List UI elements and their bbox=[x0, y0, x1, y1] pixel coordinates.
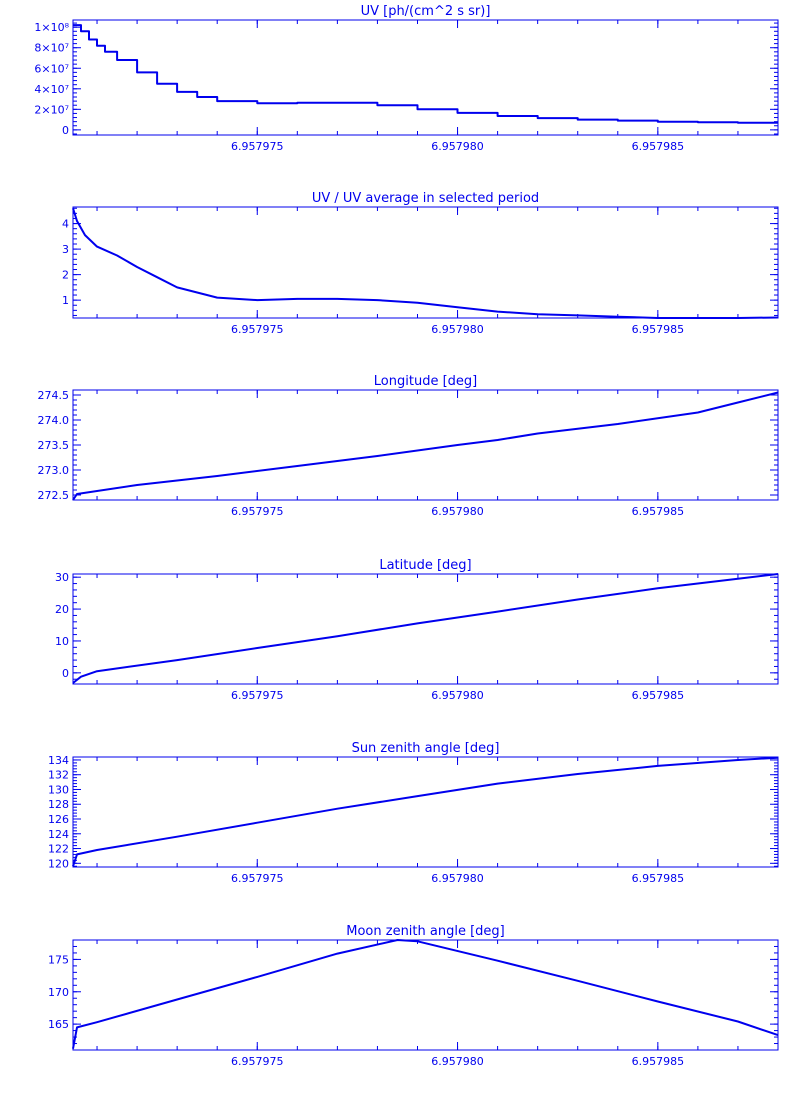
plot-frame bbox=[72, 19, 779, 136]
plot-frame bbox=[72, 756, 779, 868]
x-tick-label: 6.957980 bbox=[431, 1055, 484, 1068]
plot-frame bbox=[72, 939, 779, 1051]
chart-panel-2: UV / UV average in selected period 6.9579… bbox=[62, 191, 779, 336]
plot-frame bbox=[72, 389, 779, 501]
x-tick-label: 6.957975 bbox=[231, 872, 284, 885]
x-tick-label: 6.957980 bbox=[431, 872, 484, 885]
y-tick-label: 10 bbox=[55, 635, 69, 648]
y-tick-label: 30 bbox=[55, 571, 69, 584]
chart-panel-3: Longitude [deg] 6.957975 6.957980 6.957985 2… bbox=[38, 374, 779, 518]
x-tick-label: 6.957985 bbox=[632, 140, 685, 153]
x-tick-label: 6.957985 bbox=[632, 689, 685, 702]
chart-panel-4: Latitude [deg] 6.957975 6.957980 6.957985 0 1… bbox=[55, 558, 779, 702]
y-tick-label: 128 bbox=[48, 798, 69, 811]
series-line bbox=[72, 391, 779, 501]
y-tick-label: 1 bbox=[62, 294, 69, 307]
y-tick-label: 274.0 bbox=[38, 414, 70, 427]
panel-title: Latitude [deg] bbox=[379, 558, 471, 573]
y-tick-label: 272.5 bbox=[38, 489, 70, 502]
chart-panel-1: UV [ph/(cm^2 s sr)] 6.957975 6.957980 6.957… bbox=[34, 4, 779, 153]
series-line bbox=[72, 573, 779, 684]
y-tick-label: 134 bbox=[48, 754, 69, 767]
y-tick-label: 20 bbox=[55, 603, 69, 616]
x-tick-label: 6.957985 bbox=[632, 323, 685, 336]
x-tick-label: 6.957975 bbox=[231, 505, 284, 518]
y-tick-label: 0 bbox=[62, 124, 69, 137]
plot-frame bbox=[72, 206, 779, 319]
plot-frame bbox=[72, 573, 779, 685]
panel-title: Moon zenith angle [deg] bbox=[346, 924, 504, 939]
y-tick-label: 8×10⁷ bbox=[34, 42, 69, 55]
y-tick-label: 2 bbox=[62, 269, 69, 282]
y-tick-label: 0 bbox=[62, 667, 69, 680]
y-tick-label: 273.0 bbox=[38, 464, 70, 477]
y-tick-label: 1×10⁸ bbox=[34, 21, 69, 34]
y-tick-label: 130 bbox=[48, 783, 69, 796]
series-line bbox=[72, 207, 779, 319]
y-tick-label: 165 bbox=[48, 1018, 69, 1031]
panel-title: Sun zenith angle [deg] bbox=[352, 741, 500, 756]
y-tick-label: 274.5 bbox=[38, 389, 70, 402]
y-tick-label: 2×10⁷ bbox=[34, 103, 69, 116]
y-tick-label: 4 bbox=[62, 218, 69, 231]
panel-title: UV [ph/(cm^2 s sr)] bbox=[361, 4, 491, 19]
x-tick-label: 6.957975 bbox=[231, 689, 284, 702]
panel-title: Longitude [deg] bbox=[374, 374, 477, 389]
x-tick-label: 6.957985 bbox=[632, 872, 685, 885]
series-line bbox=[72, 756, 779, 867]
y-tick-label: 273.5 bbox=[38, 439, 70, 452]
series-line bbox=[73, 24, 778, 124]
y-tick-label: 126 bbox=[48, 813, 69, 826]
y-tick-label: 3 bbox=[62, 243, 69, 256]
y-tick-label: 124 bbox=[48, 828, 69, 841]
panel-title: UV / UV average in selected period bbox=[312, 191, 539, 206]
chart-panel-5: Sun zenith angle [deg] 6.957975 6.957980 6.… bbox=[48, 741, 779, 885]
x-tick-label: 6.957980 bbox=[431, 140, 484, 153]
x-tick-label: 6.957985 bbox=[632, 505, 685, 518]
x-tick-label: 6.957980 bbox=[431, 323, 484, 336]
x-tick-label: 6.957975 bbox=[231, 323, 284, 336]
x-tick-label: 6.957975 bbox=[231, 140, 284, 153]
x-tick-label: 6.957985 bbox=[632, 1055, 685, 1068]
y-tick-label: 120 bbox=[48, 857, 69, 870]
x-tick-label: 6.957975 bbox=[231, 1055, 284, 1068]
y-tick-label: 170 bbox=[48, 986, 69, 999]
series-line bbox=[72, 939, 779, 1049]
y-tick-label: 6×10⁷ bbox=[34, 62, 69, 75]
x-tick-label: 6.957980 bbox=[431, 689, 484, 702]
y-tick-label: 132 bbox=[48, 769, 69, 782]
x-tick-label: 6.957980 bbox=[431, 505, 484, 518]
y-tick-label: 4×10⁷ bbox=[34, 83, 69, 96]
chart-panel-6: Moon zenith angle [deg] 6.957975 6.957980 6… bbox=[48, 924, 779, 1068]
y-tick-label: 122 bbox=[48, 843, 69, 856]
y-tick-label: 175 bbox=[48, 953, 69, 966]
